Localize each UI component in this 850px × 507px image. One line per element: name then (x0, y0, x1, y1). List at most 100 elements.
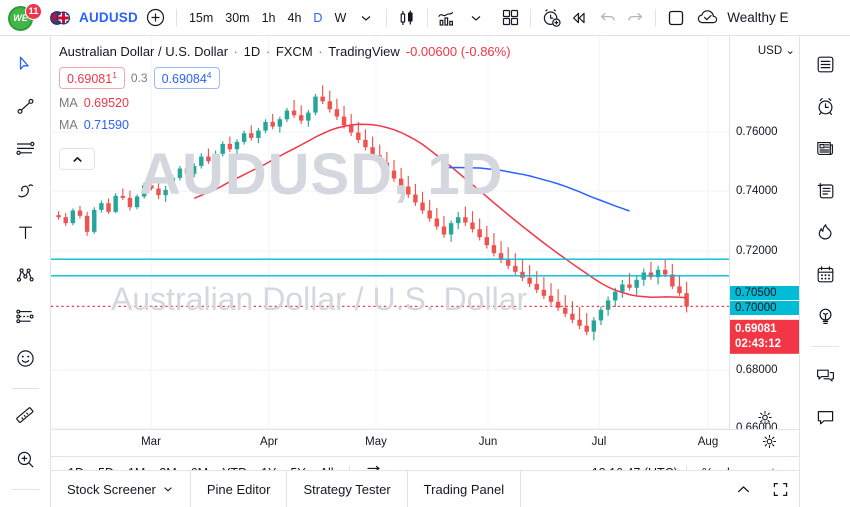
candlestick-icon[interactable] (393, 4, 421, 32)
trend-line-icon[interactable] (7, 88, 43, 124)
chart-title-exchange: FXCM (275, 44, 313, 59)
timeframe-15m[interactable]: 15m (188, 10, 214, 25)
brush-icon[interactable] (7, 172, 43, 208)
price-line-badge[interactable]: 0.70000 (730, 301, 799, 315)
ma-slow-value: 0.71590 (83, 118, 129, 132)
chevron-down-icon (162, 483, 174, 495)
indicators-icon[interactable] (434, 4, 462, 32)
time-scale-settings-gear-icon[interactable] (762, 434, 777, 449)
price-scale[interactable]: USD ⌄ 0.76000 0.74000 0.72000 0.68000 0.6600… (729, 36, 799, 429)
logo-text: WE (13, 13, 28, 23)
toolbar-divider (386, 8, 388, 27)
alarm-clock-icon[interactable] (807, 88, 843, 124)
time-tick: Aug (697, 436, 719, 448)
grid-layout-icon[interactable] (496, 4, 524, 32)
toolbar-divider (655, 8, 657, 27)
timeframe-30m[interactable]: 30m (225, 10, 250, 25)
chart-zone: AUDUSD, 1D Australian Dollar / U.S. Doll… (51, 36, 799, 507)
notification-badge[interactable]: 11 (25, 2, 42, 20)
chevron-down-icon[interactable] (352, 4, 380, 32)
cursor-icon[interactable] (7, 46, 43, 82)
text-icon[interactable] (7, 214, 43, 250)
tab-stock-screener[interactable]: Stock Screener (51, 471, 191, 507)
bottom-panel-collapse-chevron-up-icon[interactable] (725, 471, 762, 507)
pattern-icon[interactable] (7, 256, 43, 292)
magnet-icon[interactable] (7, 500, 43, 507)
tab-stock-screener-label: Stock Screener (67, 481, 156, 497)
news-icon[interactable] (807, 130, 843, 166)
tab-trading-panel[interactable]: Trading Panel (408, 471, 522, 507)
price-tick: 0.66000 (736, 422, 778, 429)
time-scale[interactable]: Mar Apr May Jun Jul Aug (51, 429, 799, 456)
chart-legend-values: 0.690811 0.3 0.690844 (59, 67, 220, 90)
legend-price-red-sup: 1 (112, 70, 117, 80)
current-price-value: 0.69081 (735, 322, 777, 335)
symbol-button[interactable]: AUDUSD (79, 10, 138, 25)
ma-fast-label: MA (59, 96, 78, 110)
price-tick: 0.74000 (736, 185, 778, 197)
chart-price-change: -0.00600 (-0.86%) (405, 44, 511, 59)
app-logo[interactable]: WE 11 (8, 2, 42, 33)
legend-price-red[interactable]: 0.690811 (59, 67, 125, 90)
price-tick: 0.72000 (736, 245, 778, 257)
square-icon[interactable] (662, 4, 690, 32)
emoji-icon[interactable] (7, 340, 43, 376)
top-toolbar: WE 11 AUDUSD 15m 30m (0, 0, 850, 36)
chart-plot-area[interactable]: AUDUSD, 1D Australian Dollar / U.S. Doll… (51, 36, 799, 429)
timeframe-d[interactable]: D (313, 10, 323, 25)
account-label[interactable]: Wealthy E (727, 10, 789, 25)
time-tick: Jun (478, 436, 498, 448)
expand-icon[interactable] (762, 471, 799, 507)
title-separator: · (314, 44, 327, 59)
price-scale-settings-gear-icon[interactable] (757, 410, 772, 425)
candlestick-series[interactable] (51, 36, 729, 429)
data-window-icon[interactable] (807, 172, 843, 208)
alarm-add-icon[interactable] (537, 4, 565, 32)
title-separator: · (230, 44, 242, 59)
toolbar-divider (427, 8, 429, 27)
undo-icon[interactable] (593, 4, 621, 32)
zoom-in-icon[interactable] (7, 441, 43, 477)
watchlist-icon[interactable] (807, 46, 843, 82)
legend-price-blue-value: 0.69084 (161, 72, 207, 87)
chart-title[interactable]: Australian Dollar / U.S. Dollar · 1D · F… (59, 44, 511, 59)
price-line-badge[interactable]: 0.70500 (730, 286, 799, 300)
hotlist-icon[interactable] (807, 214, 843, 250)
flag-icon (50, 9, 70, 27)
timeframe-w[interactable]: W (334, 10, 347, 25)
legend-ma-slow[interactable]: MA 0.71590 (59, 118, 129, 132)
legend-collapse-button[interactable] (59, 148, 95, 170)
replay-icon[interactable] (565, 4, 593, 32)
forecast-icon[interactable] (7, 298, 43, 334)
drawing-toolbar (0, 36, 51, 507)
calendar-icon[interactable] (807, 256, 843, 292)
time-tick: Jul (591, 436, 607, 448)
tab-strategy-tester[interactable]: Strategy Tester (287, 471, 408, 507)
legend-ma-fast[interactable]: MA 0.69520 (59, 96, 129, 110)
right-toolbar (799, 36, 850, 507)
timeframe-1h[interactable]: 1h (261, 10, 276, 25)
bar-countdown: 02:43:12 (735, 338, 782, 350)
add-symbol-button[interactable] (142, 4, 170, 32)
price-scale-currency[interactable]: USD ⌄ (758, 43, 795, 57)
price-tick: 0.68000 (736, 364, 778, 376)
price-tick: 0.76000 (736, 126, 778, 138)
ma-fast-value: 0.69520 (83, 96, 129, 110)
legend-price-blue[interactable]: 0.690844 (153, 67, 220, 90)
private-chat-icon[interactable] (807, 399, 843, 435)
chart-title-interval: 1D (243, 44, 261, 59)
public-chat-icon[interactable] (807, 357, 843, 393)
horizontal-lines-icon[interactable] (7, 130, 43, 166)
ideas-icon[interactable] (807, 298, 843, 334)
tab-pine-editor[interactable]: Pine Editor (191, 471, 288, 507)
legend-price-red-value: 0.69081 (67, 72, 113, 87)
chart-title-source: TradingView (328, 44, 400, 59)
current-price-badge[interactable]: 0.69081 02:43:12 (730, 319, 799, 355)
redo-icon[interactable] (621, 4, 649, 32)
cloud-check-icon[interactable] (694, 4, 722, 32)
indicators-chevron-down-icon[interactable] (462, 4, 490, 32)
title-separator: · (262, 44, 274, 59)
ruler-icon[interactable] (7, 399, 43, 435)
timeframe-4h[interactable]: 4h (287, 10, 302, 25)
